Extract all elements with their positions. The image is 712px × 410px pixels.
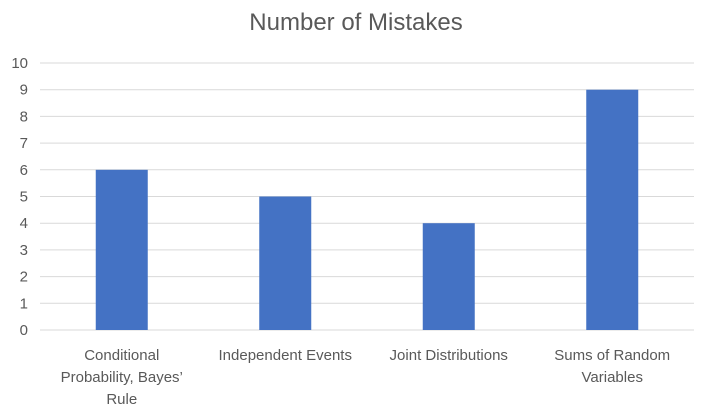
y-tick-label: 6 (20, 162, 28, 179)
y-axis-tick-labels: 0 1 2 3 4 5 6 7 8 9 10 (11, 55, 28, 339)
x-category-label-line: Joint Distributions (390, 347, 508, 364)
y-tick-label: 2 (20, 269, 28, 286)
y-tick-label: 9 (20, 82, 28, 99)
x-category-label-line: Conditional (84, 347, 159, 364)
x-category-label-line: Independent Events (219, 347, 352, 364)
bar (95, 169, 148, 330)
y-tick-label: 1 (20, 295, 28, 312)
chart-title: Number of Mistakes (249, 9, 462, 36)
y-tick-label: 0 (20, 322, 28, 339)
y-tick-label: 4 (20, 215, 28, 232)
x-category-label: Sums of Random Variables (554, 347, 670, 386)
bars (95, 89, 639, 330)
x-category-label-line: Rule (106, 391, 137, 408)
x-category-label-line: Probability, Bayes’ (61, 369, 183, 386)
bar (259, 196, 312, 330)
x-axis-category-labels: Conditional Probability, Bayes’ Rule Indepe… (61, 347, 671, 408)
y-tick-label: 3 (20, 242, 28, 259)
bar (586, 89, 639, 330)
y-tick-label: 5 (20, 189, 28, 206)
x-category-label-line: Sums of Random (554, 347, 670, 364)
y-tick-label: 7 (20, 135, 28, 152)
x-category-label-line: Variables (582, 369, 643, 386)
x-category-label: Independent Events (219, 347, 352, 364)
y-tick-label: 10 (11, 55, 28, 72)
y-tick-label: 8 (20, 108, 28, 125)
x-category-label: Joint Distributions (390, 347, 508, 364)
x-category-label: Conditional Probability, Bayes’ Rule (61, 347, 183, 408)
bar (422, 223, 475, 330)
gridlines (40, 62, 694, 331)
